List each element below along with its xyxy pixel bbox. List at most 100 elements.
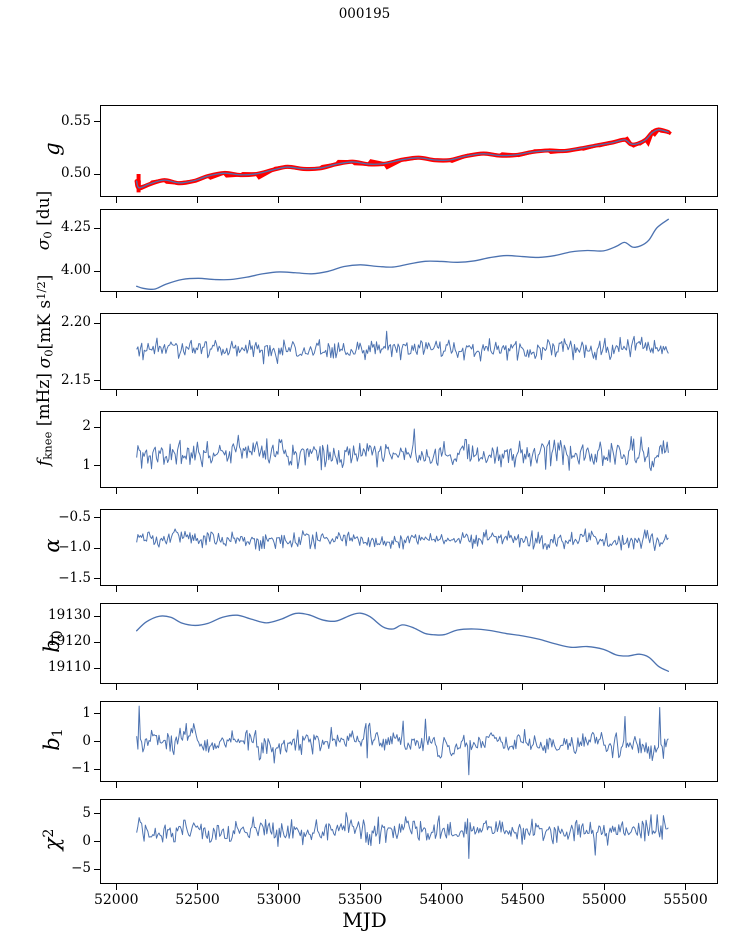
x-tick-label: 53500	[337, 892, 383, 908]
y-tick-label: 0	[82, 832, 91, 849]
x-tick-mark	[441, 488, 443, 494]
subplot-chi-2	[100, 799, 718, 884]
y-tick-label: 1	[82, 456, 91, 473]
plot-area	[135, 612, 670, 672]
y-tick-label: 2.20	[60, 314, 91, 331]
series-line	[136, 705, 669, 776]
x-tick-label: 53000	[256, 892, 302, 908]
x-tick-mark	[441, 586, 443, 592]
y-tick-label: −1	[71, 760, 91, 777]
y-tick-mark	[94, 227, 100, 229]
x-tick-label: 55000	[581, 892, 627, 908]
y-tick-label: 19130	[48, 607, 91, 624]
x-tick-mark	[197, 488, 199, 494]
x-tick-mark	[115, 488, 117, 494]
plot-area	[136, 330, 669, 365]
x-tick-mark	[359, 884, 361, 890]
y-tick-mark	[94, 641, 100, 643]
series-line	[136, 812, 669, 859]
series-line	[136, 428, 669, 472]
x-tick-mark	[115, 586, 117, 592]
x-tick-mark	[115, 782, 117, 788]
y-tick-label: 19110	[48, 659, 91, 676]
x-tick-mark	[197, 197, 199, 203]
y-tick-mark	[94, 173, 100, 175]
y-tick-label: −5	[71, 860, 91, 877]
y-tick-mark	[94, 868, 100, 871]
y-tick-label: 0	[82, 732, 91, 749]
y-tick-label: −1.5	[58, 569, 91, 586]
x-tick-label: 54500	[500, 892, 546, 908]
x-axis-label: MJD	[342, 908, 387, 932]
y-tick-mark	[94, 121, 100, 123]
y-tick-label: 4.00	[60, 262, 91, 279]
x-tick-mark	[359, 684, 361, 690]
x-tick-mark	[359, 782, 361, 788]
y-tick-mark	[94, 813, 100, 815]
x-tick-mark	[684, 488, 687, 494]
x-tick-mark	[603, 197, 605, 203]
x-tick-mark	[684, 684, 687, 690]
y-tick-mark	[94, 768, 100, 771]
x-tick-mark	[197, 292, 199, 298]
plot-area	[134, 127, 672, 193]
series-line	[136, 330, 669, 365]
x-tick-mark	[359, 292, 361, 298]
x-tick-mark	[115, 684, 117, 690]
x-tick-mark	[603, 488, 605, 494]
x-tick-mark	[522, 586, 524, 592]
x-tick-mark	[278, 684, 280, 690]
plot-area	[135, 218, 670, 291]
x-tick-mark	[441, 782, 443, 788]
series-line	[136, 528, 669, 552]
y-tick-mark	[94, 578, 100, 580]
subplot-sigma-0-mk-s-1-2	[100, 313, 718, 390]
x-tick-mark	[522, 488, 524, 494]
x-tick-mark	[278, 488, 280, 494]
series-line	[135, 218, 670, 291]
subplot-g	[100, 105, 718, 197]
y-tick-label: 4.25	[60, 219, 91, 236]
y-tick-mark	[94, 741, 100, 743]
y-tick-mark	[94, 380, 100, 382]
y-tick-mark	[94, 517, 100, 519]
x-tick-mark	[522, 197, 524, 203]
x-tick-mark	[522, 390, 524, 396]
x-tick-mark	[441, 684, 443, 690]
x-tick-label: 52500	[175, 892, 220, 908]
y-tick-label: 2.15	[60, 371, 91, 388]
y-axis-label: b1	[40, 728, 67, 751]
x-tick-mark	[278, 197, 280, 203]
x-tick-mark	[115, 292, 117, 298]
x-tick-mark	[684, 292, 687, 298]
x-tick-mark	[115, 884, 117, 890]
y-axis-label: b0	[40, 630, 67, 653]
x-tick-mark	[197, 684, 199, 690]
series-line	[135, 129, 670, 189]
y-axis-label: χ2	[40, 828, 64, 851]
y-tick-label: −0.5	[58, 508, 91, 525]
y-tick-mark	[94, 713, 100, 715]
x-tick-mark	[522, 884, 524, 890]
x-tick-mark	[684, 884, 687, 890]
y-tick-mark	[94, 667, 100, 669]
y-tick-label: 19120	[48, 633, 91, 650]
series-line	[135, 612, 670, 672]
x-tick-mark	[684, 782, 687, 788]
x-tick-mark	[278, 586, 280, 592]
plot-area	[136, 528, 669, 552]
x-tick-mark	[684, 197, 687, 203]
y-tick-label: 2	[82, 418, 91, 435]
plot-area	[136, 812, 669, 859]
y-tick-mark	[94, 547, 100, 549]
subplot-sigma-0-du	[100, 209, 718, 292]
x-tick-mark	[278, 884, 280, 890]
x-tick-mark	[115, 197, 117, 203]
x-tick-mark	[197, 782, 199, 788]
x-tick-mark	[197, 390, 199, 396]
y-tick-label: 0.50	[60, 165, 91, 181]
x-tick-mark	[441, 390, 443, 396]
subplot-b-1	[100, 701, 718, 782]
x-tick-mark	[197, 586, 199, 592]
y-tick-mark	[94, 426, 100, 428]
